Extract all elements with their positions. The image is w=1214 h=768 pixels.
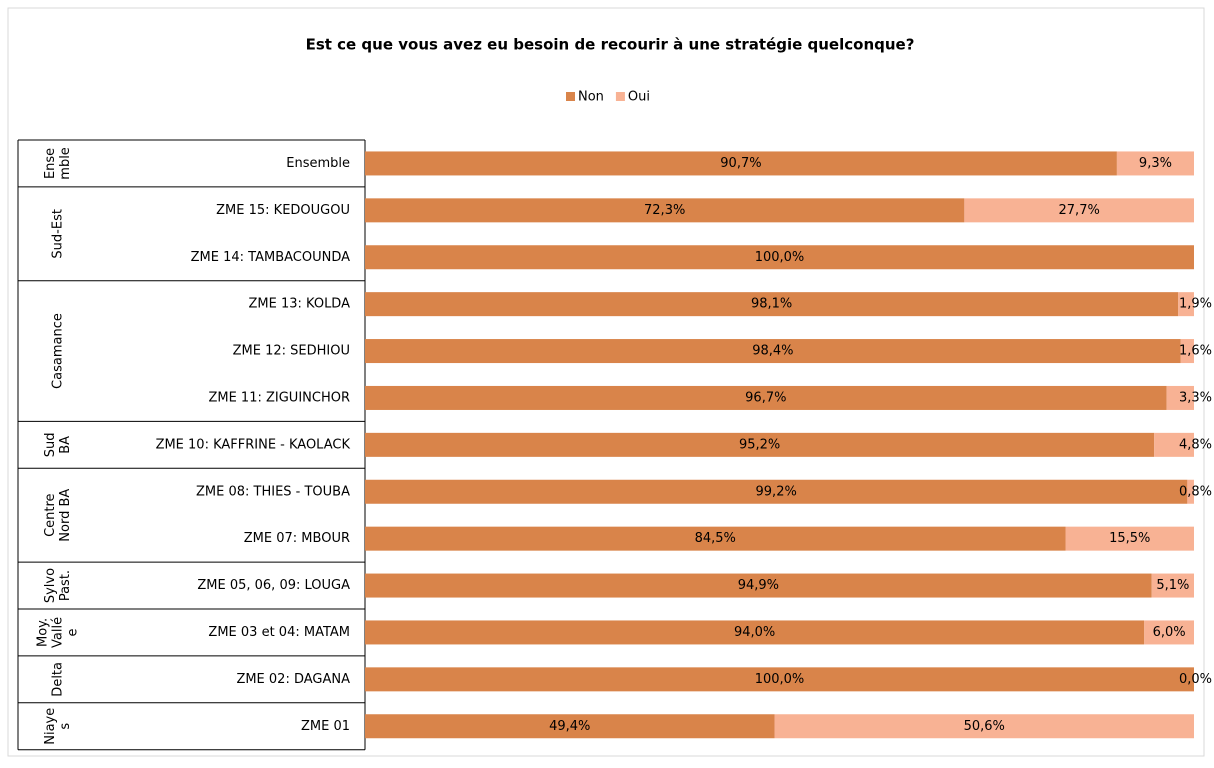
value-label: 0,8% bbox=[1179, 484, 1212, 499]
bar-segment bbox=[1178, 292, 1194, 317]
bar-segment bbox=[1151, 573, 1194, 598]
bar-segment bbox=[365, 714, 775, 739]
value-label: 1,6% bbox=[1179, 344, 1212, 359]
value-label: 100,0% bbox=[755, 250, 805, 265]
value-label: 6,0% bbox=[1153, 625, 1186, 640]
group-label: Delta bbox=[51, 662, 66, 697]
bar-segment bbox=[1116, 151, 1194, 176]
group-label-line: mble bbox=[58, 147, 73, 180]
group-label-line: Nord BA bbox=[58, 489, 73, 542]
bar-segment bbox=[365, 339, 1181, 364]
category-label: ZME 08: THIES - TOUBA bbox=[196, 484, 350, 499]
value-label: 84,5% bbox=[695, 531, 736, 546]
value-label: 72,3% bbox=[644, 203, 685, 218]
value-label: 94,0% bbox=[734, 625, 775, 640]
legend-label: Oui bbox=[628, 90, 650, 105]
bar-segment bbox=[1154, 432, 1194, 457]
category-label: ZME 15: KEDOUGOU bbox=[216, 203, 350, 218]
group-label-line: Niaye bbox=[43, 708, 58, 745]
group-label: Sud-Est bbox=[51, 209, 66, 259]
bar-segment bbox=[365, 432, 1155, 457]
value-label: 98,1% bbox=[751, 297, 792, 312]
group-label-line: Centre bbox=[43, 493, 58, 536]
group-label: Ense mble bbox=[43, 147, 73, 180]
bar-segment bbox=[774, 714, 1194, 739]
bar-segment bbox=[365, 573, 1152, 598]
category-label: ZME 12: SEDHIOU bbox=[233, 344, 350, 359]
category-label: ZME 02: DAGANA bbox=[236, 672, 350, 687]
legend-label: Non bbox=[578, 90, 604, 105]
value-label: 98,4% bbox=[752, 344, 793, 359]
group-label-line: e bbox=[66, 628, 81, 636]
bar-segment bbox=[1166, 385, 1194, 410]
group-label-line: Moy. bbox=[36, 618, 51, 647]
bar-segment bbox=[1180, 339, 1194, 364]
value-label: 9,3% bbox=[1139, 156, 1172, 171]
value-label: 94,9% bbox=[738, 578, 779, 593]
value-label: 90,7% bbox=[720, 156, 761, 171]
group-label-line: Delta bbox=[51, 662, 66, 697]
group-label-line: BA bbox=[58, 436, 73, 454]
value-label: 4,8% bbox=[1179, 437, 1212, 452]
value-label: 99,2% bbox=[756, 484, 797, 499]
category-label: ZME 10: KAFFRINE - KAOLACK bbox=[156, 437, 351, 452]
bar-segment bbox=[365, 667, 1194, 692]
value-label: 95,2% bbox=[739, 437, 780, 452]
group-label: Sylvo Past. bbox=[43, 568, 73, 603]
category-label: ZME 05, 06, 09: LOUGA bbox=[197, 578, 350, 593]
group-label: Niaye s bbox=[43, 708, 73, 745]
bar-segment bbox=[964, 198, 1194, 223]
group-label-line: Sud bbox=[43, 432, 58, 457]
group-label-line: Sud-Est bbox=[51, 209, 66, 259]
bar-segment bbox=[1144, 620, 1194, 645]
category-label: ZME 13: KOLDA bbox=[249, 297, 351, 312]
legend-swatch bbox=[566, 92, 575, 101]
value-label: 3,3% bbox=[1179, 390, 1212, 405]
group-label: Moy. Vallé e bbox=[36, 617, 81, 648]
value-label: 49,4% bbox=[549, 719, 590, 734]
value-label: 50,6% bbox=[964, 719, 1005, 734]
category-label: ZME 03 et 04: MATAM bbox=[208, 625, 350, 640]
bar-segment bbox=[365, 151, 1117, 176]
group-label: Centre Nord BA bbox=[43, 489, 73, 542]
bar-segment bbox=[1187, 479, 1194, 504]
value-label: 15,5% bbox=[1109, 531, 1150, 546]
category-label: ZME 01 bbox=[301, 719, 350, 734]
group-label: Casamance bbox=[51, 313, 66, 389]
chart-title: Est ce que vous avez eu besoin de recour… bbox=[306, 36, 915, 54]
category-label: Ensemble bbox=[286, 156, 350, 171]
value-label: 100,0% bbox=[755, 672, 805, 687]
bar-segment bbox=[365, 526, 1066, 551]
value-label: 0,0% bbox=[1179, 672, 1212, 687]
bar-segment bbox=[365, 245, 1194, 270]
group-label-line: Sylvo bbox=[43, 568, 58, 603]
legend-swatch bbox=[615, 92, 625, 101]
group-label-line: Ense bbox=[43, 148, 58, 179]
bar-segment bbox=[1065, 526, 1194, 551]
bar-segment bbox=[365, 198, 965, 223]
category-label: ZME 14: TAMBACOUNDA bbox=[191, 250, 350, 265]
value-label: 27,7% bbox=[1059, 203, 1100, 218]
group-label-line: Casamance bbox=[51, 313, 66, 389]
value-label: 1,9% bbox=[1179, 297, 1212, 312]
bar-segment bbox=[365, 479, 1188, 504]
group-label: Sud BA bbox=[43, 432, 73, 457]
group-label-line: s bbox=[58, 723, 73, 730]
category-label: ZME 07: MBOUR bbox=[244, 531, 350, 546]
group-label-line: Past. bbox=[58, 570, 73, 601]
value-label: 96,7% bbox=[745, 390, 786, 405]
group-label-line: Vallé bbox=[51, 617, 66, 648]
bar-segment bbox=[365, 292, 1179, 317]
bar-segment bbox=[365, 385, 1167, 410]
bar-segment bbox=[365, 620, 1145, 645]
value-label: 5,1% bbox=[1156, 578, 1189, 593]
category-label: ZME 11: ZIGUINCHOR bbox=[208, 390, 350, 405]
